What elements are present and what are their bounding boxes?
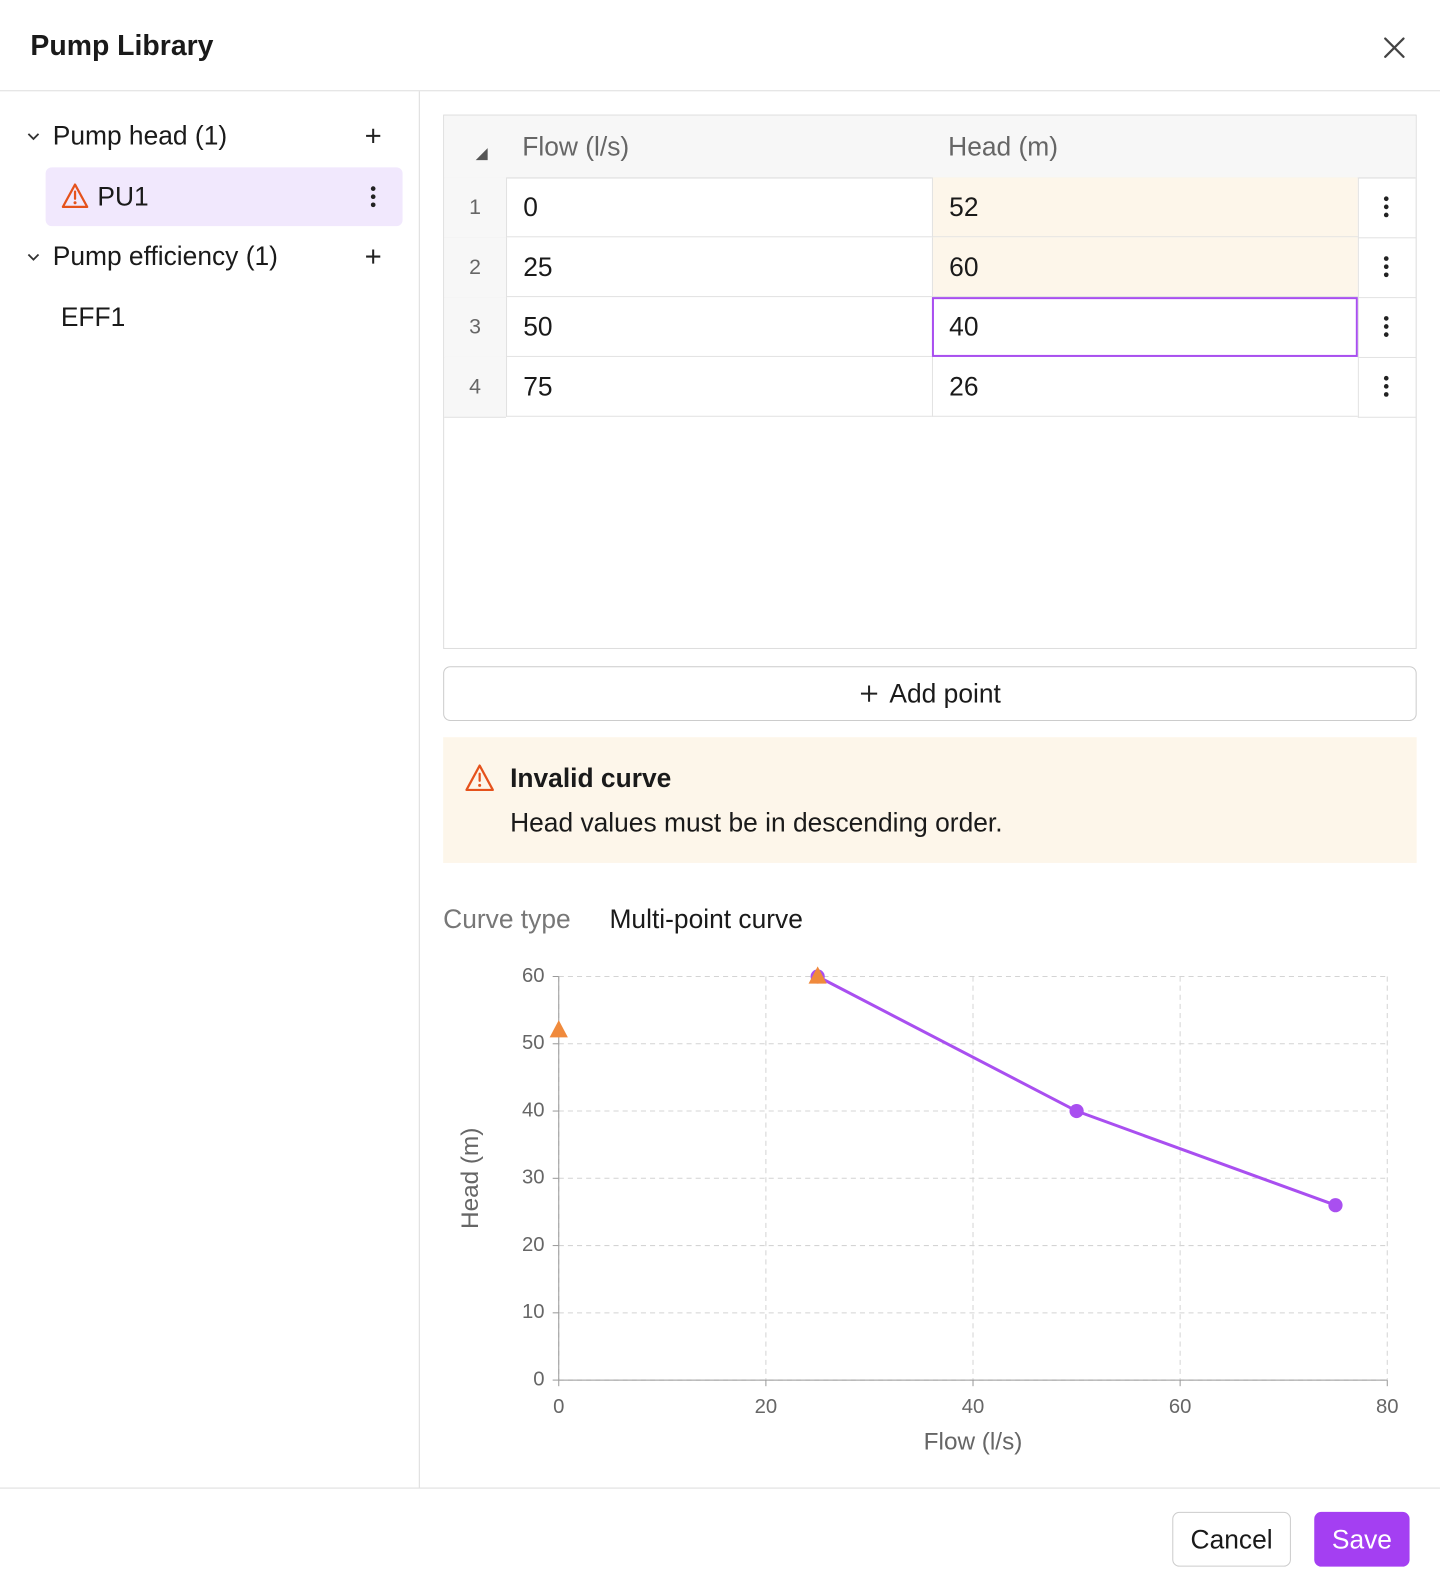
table-cell[interactable]: 52 [931, 177, 1358, 238]
corner-icon [475, 148, 488, 161]
dialog-title: Pump Library [30, 29, 214, 61]
add-point-button[interactable]: Add point [443, 666, 1417, 721]
divider [0, 1487, 1440, 1489]
more-icon [1383, 316, 1389, 337]
warning-icon [61, 183, 89, 208]
table-cell[interactable]: 40 [931, 297, 1358, 357]
add-icon [366, 128, 381, 143]
save-label: Save [1331, 1523, 1392, 1555]
save-button[interactable]: Save [1314, 1511, 1410, 1567]
row-number: 3 [444, 297, 507, 358]
point-marker [808, 966, 827, 984]
close-button[interactable] [1382, 35, 1406, 59]
row-number: 1 [444, 177, 507, 239]
table-cell[interactable]: 50 [506, 297, 932, 357]
alert-message: Head values must be in descending order. [510, 807, 1003, 838]
chart: 0 10 20 30 40 50 60 0 20 40 60 80 Flow (l/s) Head (m) [457, 965, 1399, 1456]
table-cell[interactable]: 60 [931, 237, 1358, 298]
add-icon [366, 249, 381, 264]
item-label[interactable]: EFF1 [60, 301, 126, 333]
alert: Invalid curve Head values must be in des… [443, 737, 1417, 863]
x-tick-label: 0 [553, 1396, 564, 1418]
x-tick-label: 20 [755, 1396, 778, 1418]
y-tick-label: 50 [522, 1032, 545, 1054]
points-table: Flow (l/s) Head (m) 1 0 52 2 25 60 3 50 40 4 75 26 [443, 114, 1417, 649]
table-cell[interactable]: 26 [931, 356, 1358, 417]
row-number: 2 [444, 237, 507, 299]
item-label[interactable]: PU1 [97, 181, 149, 212]
row-actions[interactable] [1357, 297, 1417, 358]
divider [418, 91, 420, 1488]
y-tick-label: 40 [522, 1099, 545, 1121]
group-label[interactable]: Pump head (1) [52, 120, 228, 151]
y-tick-label: 60 [522, 965, 545, 987]
table-header [444, 115, 1416, 179]
cancel-button[interactable]: Cancel [1172, 1511, 1291, 1567]
chevron-icon [27, 253, 40, 261]
more-icon [1383, 196, 1389, 218]
table-cell[interactable]: 0 [506, 177, 932, 238]
item-row[interactable] [45, 167, 403, 227]
divider [0, 90, 1440, 92]
alert-title: Invalid curve [510, 762, 672, 793]
x-tick-label: 40 [962, 1396, 985, 1418]
y-tick-label: 20 [522, 1234, 545, 1256]
row-actions[interactable] [1357, 177, 1417, 239]
x-axis-title: Flow (l/s) [924, 1428, 1023, 1455]
cancel-label: Cancel [1190, 1523, 1273, 1555]
warning-icon [465, 764, 494, 792]
row-actions[interactable] [1357, 237, 1417, 299]
row-actions[interactable] [1357, 356, 1417, 418]
more-icon [370, 186, 376, 208]
more-icon [1383, 375, 1389, 397]
column-header: Head (m) [948, 131, 1059, 162]
chevron-icon [27, 133, 40, 141]
y-tick-label: 30 [522, 1167, 545, 1189]
y-tick-label: 0 [533, 1368, 544, 1390]
table-cell[interactable]: 25 [506, 237, 932, 298]
x-tick-label: 80 [1376, 1396, 1399, 1418]
curve-line [816, 975, 1337, 1207]
point-marker [1069, 1103, 1084, 1119]
y-axis-title: Head (m) [457, 1128, 484, 1229]
point-marker [549, 1020, 568, 1038]
row-number: 4 [444, 356, 507, 418]
curve-type-label: Curve type [443, 903, 571, 934]
add-point-label: Add point [889, 677, 1001, 709]
y-tick-label: 10 [522, 1301, 545, 1323]
more-icon [1383, 256, 1389, 278]
plus-icon [861, 685, 878, 702]
column-header: Flow (l/s) [522, 131, 630, 162]
table-cell[interactable]: 75 [506, 356, 932, 417]
group-label[interactable]: Pump efficiency (1) [52, 240, 278, 272]
point-marker [1328, 1198, 1343, 1213]
curve-type-value[interactable]: Multi-point curve [609, 903, 803, 934]
x-tick-label: 60 [1169, 1396, 1192, 1418]
